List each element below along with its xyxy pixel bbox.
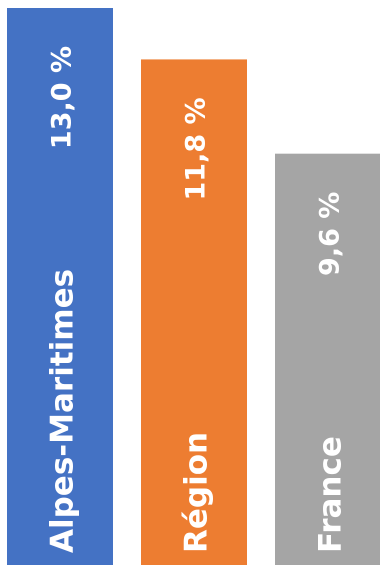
value-label-1: 11,8 %: [181, 97, 212, 200]
value-label-0: 13,0 %: [47, 46, 78, 149]
category-label-1: Région: [179, 432, 215, 553]
value-label-2: 9,6 %: [315, 192, 346, 276]
bar-2: [275, 153, 380, 565]
bar-1: [141, 59, 247, 566]
category-label-2: France: [313, 436, 349, 553]
category-label-0: Alpes-Maritimes: [45, 269, 81, 553]
bar-0: [7, 8, 113, 565]
